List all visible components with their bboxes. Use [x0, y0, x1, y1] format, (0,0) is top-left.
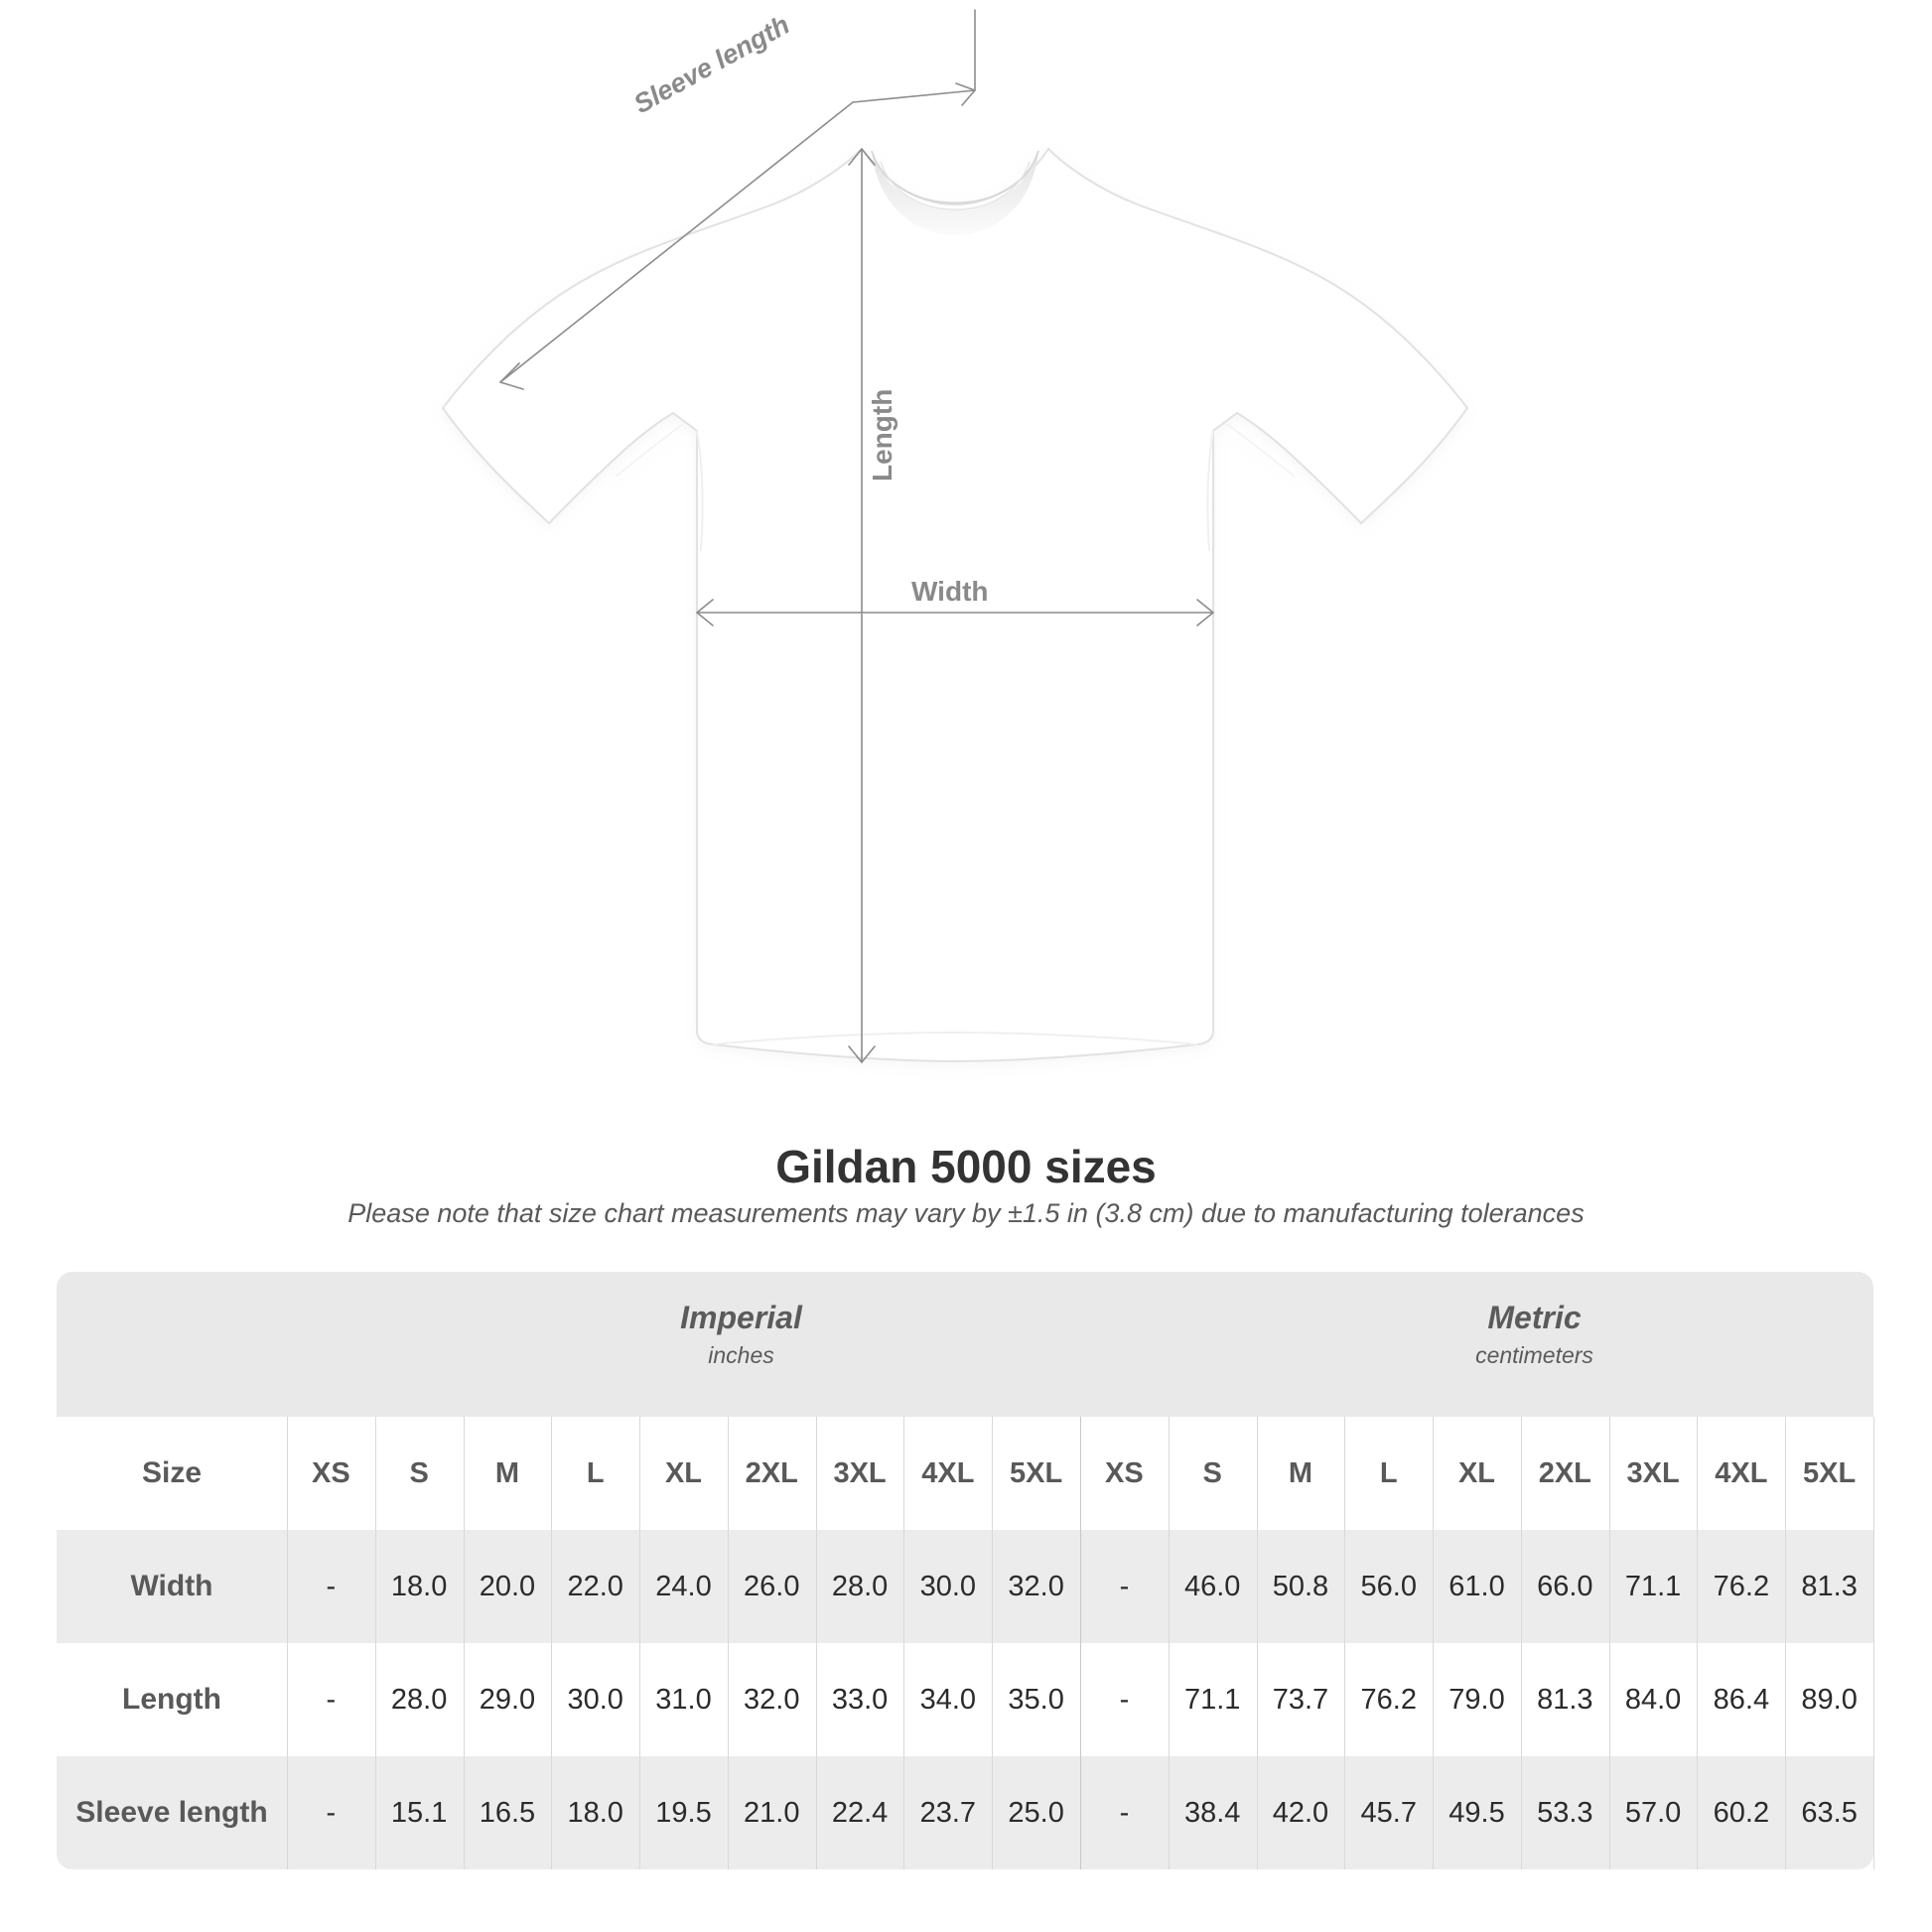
svg-text:Sleeve length: Sleeve length: [628, 10, 794, 120]
svg-text:Length: Length: [867, 389, 897, 482]
svg-text:Width: Width: [911, 576, 989, 607]
